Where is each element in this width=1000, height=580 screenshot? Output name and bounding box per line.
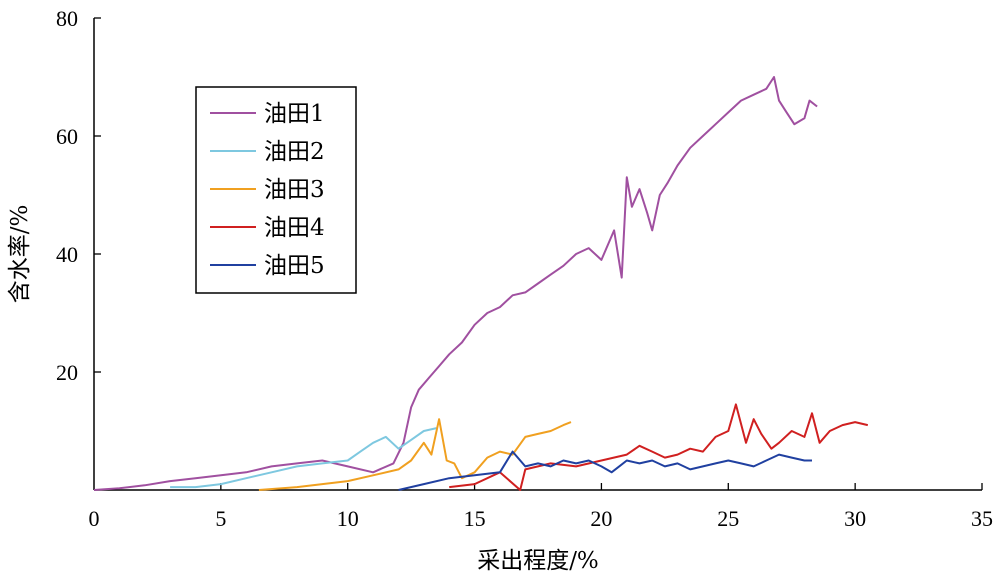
series-line-4	[449, 403, 869, 491]
y-axis-title: 含水率/%	[7, 205, 33, 304]
y-tick-label: 40	[56, 242, 78, 267]
x-tick-label: 35	[971, 506, 993, 531]
legend-label-5: 油田5	[264, 253, 325, 279]
x-tick-label: 20	[590, 506, 612, 531]
x-axis-title: 采出程度/%	[477, 548, 599, 574]
legend: 油田1 油田2 油田3 油田4 油田5	[195, 86, 357, 294]
y-tick-label: 80	[56, 6, 78, 31]
legend-label-1: 油田1	[264, 101, 325, 127]
series-line-5	[398, 450, 812, 491]
legend-label-2: 油田2	[264, 139, 325, 165]
legend-label-4: 油田4	[264, 215, 325, 241]
y-tick-label: 60	[56, 124, 78, 149]
x-tick-label: 5	[215, 506, 226, 531]
series-lines	[93, 76, 869, 491]
axis-ticks: 0 5 10 15 20 25 30 35 20 40 60 80	[56, 6, 993, 531]
series-line-1	[93, 76, 818, 491]
x-tick-label: 25	[717, 506, 739, 531]
x-tick-label: 30	[844, 506, 866, 531]
x-tick-label: 15	[464, 506, 486, 531]
y-tick-label: 20	[56, 360, 78, 385]
series-line-2	[170, 427, 437, 489]
x-tick-label: 10	[337, 506, 359, 531]
legend-box	[195, 86, 357, 294]
legend-label-3: 油田3	[264, 177, 325, 203]
x-tick-label: 0	[89, 506, 100, 531]
series-line-3	[258, 418, 572, 491]
